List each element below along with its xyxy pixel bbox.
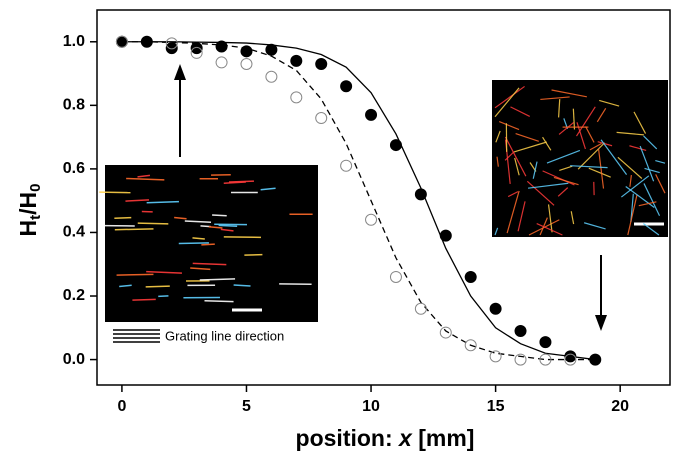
data-point <box>291 55 302 66</box>
inset-image-aligned <box>105 165 318 322</box>
inset-cell <box>219 225 238 226</box>
data-point <box>241 59 252 70</box>
arrow-head <box>595 315 607 331</box>
data-point <box>465 271 476 282</box>
inset-cell <box>138 223 169 224</box>
data-point <box>590 354 601 365</box>
x-axis-label: position: x [mm] <box>296 425 475 451</box>
x-label-part: [mm] <box>412 425 475 451</box>
data-point <box>366 214 377 225</box>
data-point <box>490 351 501 362</box>
y-tick-label: 0.8 <box>63 97 85 114</box>
inset-cell <box>114 218 131 219</box>
x-tick-label: 15 <box>487 398 505 415</box>
x-tick-label: 20 <box>611 398 629 415</box>
inset-cell <box>146 286 170 287</box>
inset-cell <box>204 301 233 302</box>
chart: position: x [mm] Ht/H0 Grating line dire… <box>0 0 685 459</box>
x-label-part: position: <box>296 425 399 451</box>
insets: Grating line direction <box>99 64 668 343</box>
inset-image-random <box>492 80 668 237</box>
x-tick-label: 0 <box>117 398 126 415</box>
inset-cell <box>132 299 155 300</box>
data-point <box>216 57 227 68</box>
y-tick-label: 1.0 <box>63 33 85 50</box>
inset-cell <box>212 215 227 216</box>
data-point <box>515 354 526 365</box>
y-axis-label: Ht/H0 <box>15 184 44 237</box>
data-point <box>565 351 576 362</box>
data-point <box>440 327 451 338</box>
data-point <box>166 43 177 54</box>
inset-cell <box>115 229 154 230</box>
data-point <box>191 43 202 54</box>
inset-cell <box>99 192 130 193</box>
y-label-part: H <box>15 220 41 237</box>
data-point <box>515 325 526 336</box>
x-tick-label: 10 <box>362 398 380 415</box>
data-point <box>341 81 352 92</box>
grating-symbol <box>113 330 160 342</box>
data-point <box>241 46 252 57</box>
inset-cell <box>234 285 251 286</box>
data-point <box>415 303 426 314</box>
x-label-part: x <box>397 425 413 451</box>
data-point <box>366 109 377 120</box>
y-tick-label: 0.6 <box>63 160 85 177</box>
data-point <box>216 41 227 52</box>
inset-cell <box>117 274 154 275</box>
inset-cell <box>201 244 214 245</box>
data-point <box>316 113 327 124</box>
y-label-part: 0 <box>27 184 44 192</box>
y-tick-label: 0.2 <box>63 287 85 304</box>
data-point <box>141 36 152 47</box>
data-point <box>390 140 401 151</box>
data-point <box>540 337 551 348</box>
data-point <box>341 160 352 171</box>
inset-caption: Grating line direction <box>165 328 284 343</box>
y-label-part: /H <box>15 192 41 215</box>
y-tick-label: 0.4 <box>63 224 85 241</box>
data-point <box>266 71 277 82</box>
arrow-head <box>174 64 186 80</box>
data-point <box>415 189 426 200</box>
data-point <box>291 92 302 103</box>
data-point <box>440 230 451 241</box>
x-tick-label: 5 <box>242 398 251 415</box>
data-point <box>316 59 327 70</box>
data-point <box>390 271 401 282</box>
inset-cell <box>224 237 261 238</box>
data-point <box>266 44 277 55</box>
data-point <box>490 303 501 314</box>
inset-cell <box>179 243 209 244</box>
y-tick-label: 0.0 <box>63 351 85 368</box>
inset-cell <box>200 279 235 280</box>
